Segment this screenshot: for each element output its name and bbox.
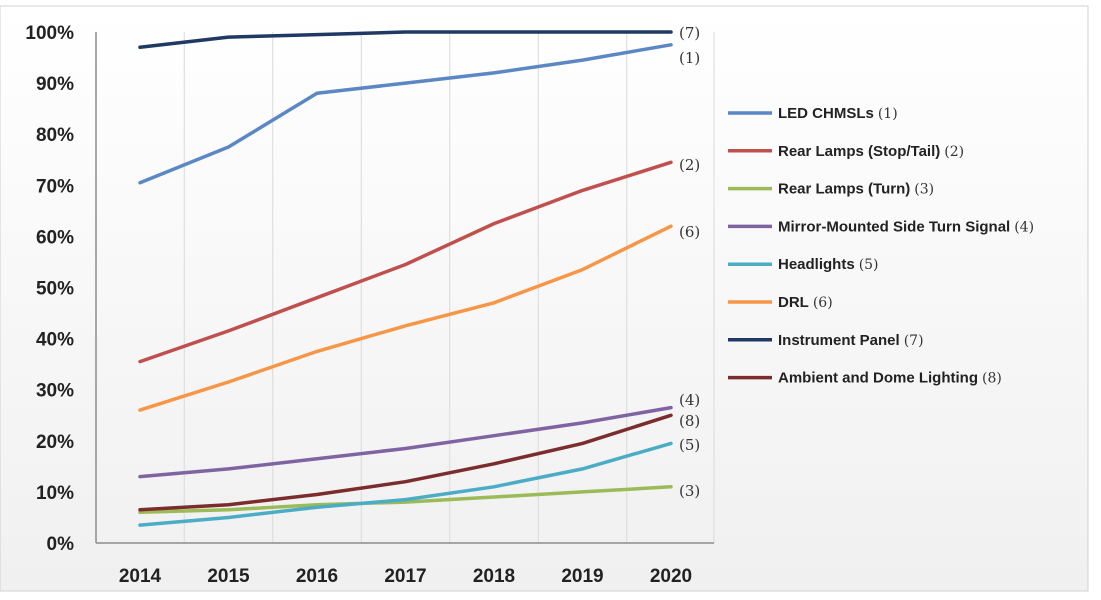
legend-series-name: Instrument Panel: [778, 332, 900, 349]
legend-series-number: (4): [1014, 219, 1034, 235]
legend-label: DRL (6): [778, 294, 833, 311]
legend-series-number: (7): [904, 333, 924, 349]
end-label: (3): [679, 482, 700, 500]
y-tick-label: 90%: [36, 74, 74, 95]
y-tick-label: 100%: [25, 23, 74, 44]
end-label: (6): [679, 223, 700, 241]
x-tick-label: 2019: [561, 566, 603, 587]
legend-label: Mirror-Mounted Side Turn Signal (4): [778, 218, 1034, 235]
axes: [95, 32, 714, 544]
x-tick-label: 2014: [119, 566, 162, 587]
y-tick-label: 30%: [36, 381, 74, 402]
end-labels: (1) (2) (3) (4) (5) (6) (7) (8): [679, 24, 700, 500]
legend-label: LED CHMSLs (1): [778, 105, 898, 122]
chart-frame: [0, 5, 1089, 592]
legend-series-name: Rear Lamps (Turn): [778, 181, 910, 198]
legend-series-name: LED CHMSLs: [778, 105, 874, 122]
legend-series-number: (6): [813, 295, 833, 311]
legend-entry: DRL (6): [728, 294, 833, 311]
end-label: (4): [679, 391, 700, 409]
legend-series-number: (8): [982, 371, 1002, 387]
legend-entry: Headlights (5): [728, 256, 879, 273]
legend-entry: Rear Lamps (Turn) (3): [728, 181, 934, 198]
series-line-7: [138, 30, 673, 50]
legend-entry: Instrument Panel (7): [728, 332, 924, 349]
legend-series-number: (2): [944, 144, 964, 160]
y-tick-label: 20%: [36, 432, 74, 453]
series-line-6: [138, 224, 673, 412]
x-tick-label: 2018: [473, 566, 515, 587]
y-tick-labels: 0% 10% 20% 30% 40% 50% 60% 70% 80% 90% 100%: [25, 23, 74, 555]
legend-series-name: Rear Lamps (Stop/Tail): [778, 143, 940, 160]
y-tick-label: 70%: [36, 176, 74, 197]
x-tick-label: 2016: [296, 566, 338, 587]
legend-label: Instrument Panel (7): [778, 332, 924, 349]
legend-series-number: (3): [914, 182, 934, 198]
y-tick-label: 80%: [36, 125, 74, 146]
x-tick-label: 2015: [207, 566, 250, 587]
series-line-1: [138, 43, 673, 185]
end-label: (2): [679, 156, 700, 174]
series-line-2: [138, 160, 673, 364]
y-tick-label: 0%: [47, 534, 75, 555]
legend-entry: Mirror-Mounted Side Turn Signal (4): [728, 218, 1034, 235]
end-label: (7): [679, 24, 700, 42]
series-line-4: [138, 405, 673, 479]
legend-entry: Rear Lamps (Stop/Tail) (2): [728, 143, 964, 160]
series-lines: [138, 30, 673, 527]
y-tick-label: 40%: [36, 330, 74, 351]
legend-series-name: DRL: [778, 294, 809, 311]
legend-label: Rear Lamps (Stop/Tail) (2): [778, 143, 964, 160]
series-line-5: [138, 441, 673, 527]
series-line-8: [138, 413, 673, 512]
y-tick-label: 50%: [36, 279, 74, 300]
end-label: (8): [679, 412, 700, 430]
legend-label: Rear Lamps (Turn) (3): [778, 181, 934, 198]
legend-label: Ambient and Dome Lighting (8): [778, 370, 1002, 387]
legend-series-name: Mirror-Mounted Side Turn Signal: [778, 218, 1010, 235]
legend-label: Headlights (5): [778, 256, 879, 273]
end-label: (1): [679, 49, 700, 67]
x-tick-labels: 2014 2015 2016 2017 2018 2019 2020: [119, 566, 692, 587]
series-line-3: [138, 485, 673, 515]
end-label: (5): [679, 436, 700, 454]
legend-series-name: Headlights: [778, 256, 855, 273]
y-tick-label: 10%: [36, 483, 74, 504]
legend-series-number: (1): [878, 106, 898, 122]
legend-series-number: (5): [859, 257, 879, 273]
legend: LED CHMSLs (1)Rear Lamps (Stop/Tail) (2)Re…: [728, 105, 1034, 387]
y-tick-label: 60%: [36, 227, 74, 248]
legend-entry: Ambient and Dome Lighting (8): [728, 370, 1002, 387]
legend-entry: LED CHMSLs (1): [728, 105, 898, 122]
x-tick-label: 2020: [650, 566, 692, 587]
legend-series-name: Ambient and Dome Lighting: [778, 370, 978, 387]
x-tick-label: 2017: [384, 566, 426, 587]
